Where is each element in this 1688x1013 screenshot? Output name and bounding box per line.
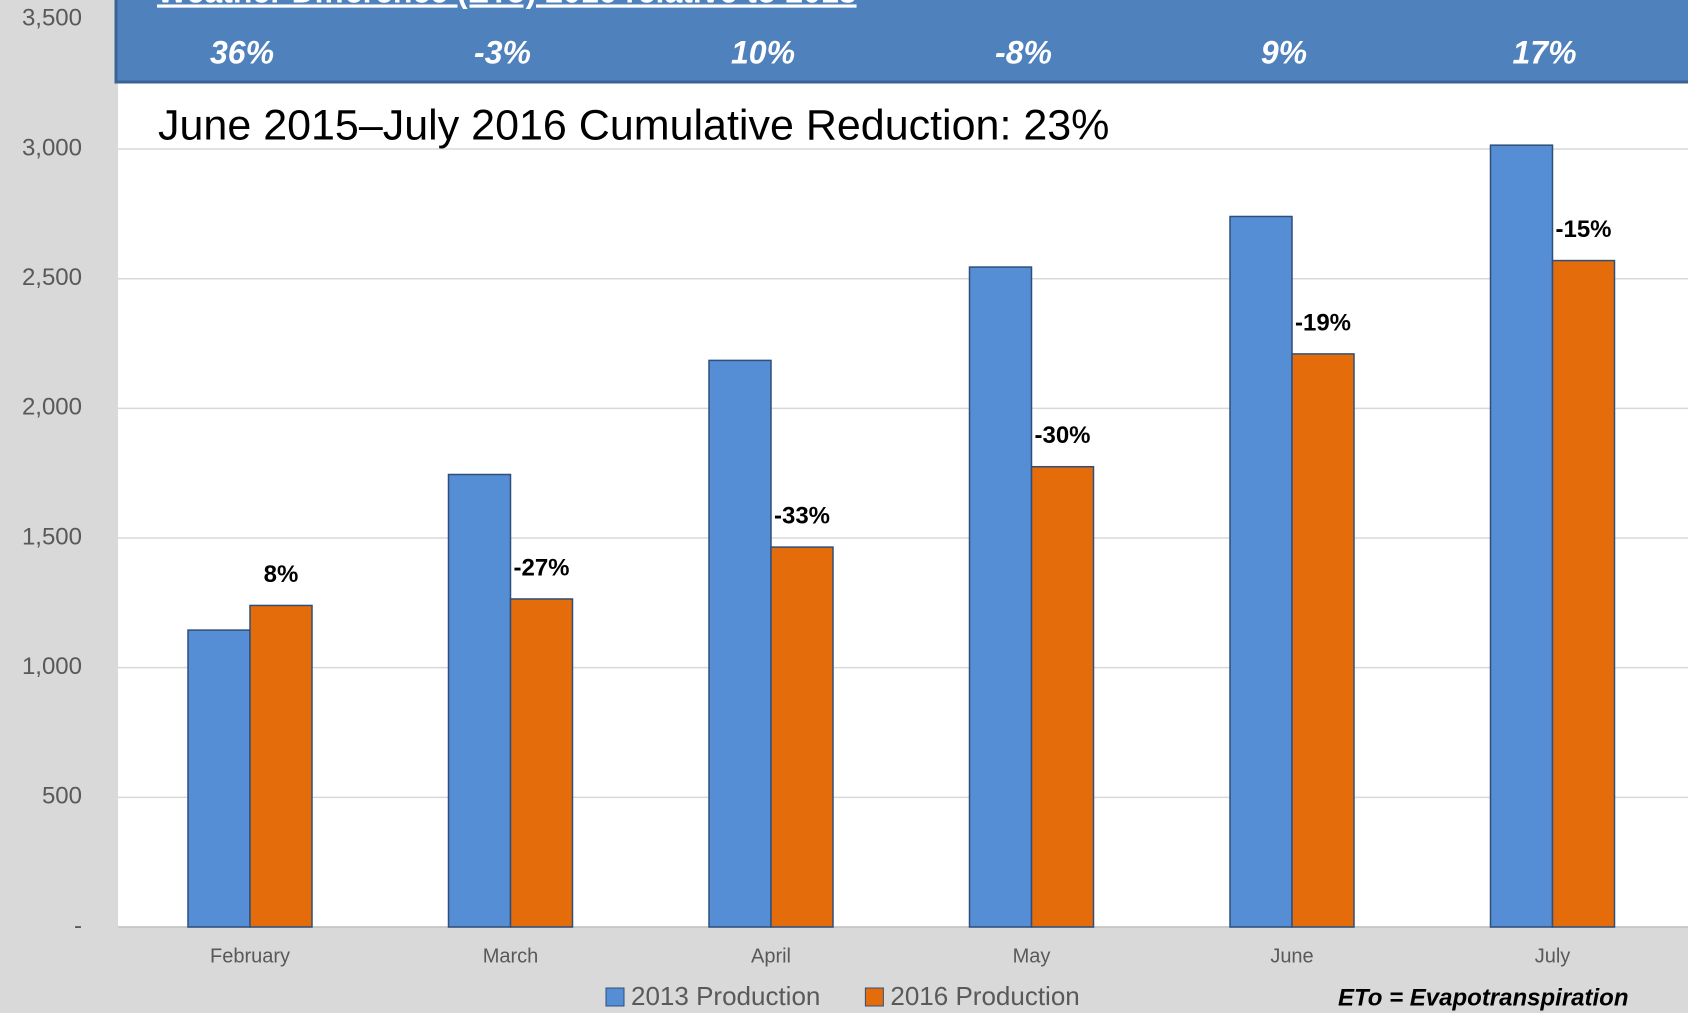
bar [968,266,1033,928]
y-tick-label: 1,000 [22,653,82,680]
bar [1030,465,1095,928]
bar [708,359,772,928]
banner-value: -3% [474,34,531,70]
bar [1291,353,1355,928]
banner-value: 9% [1261,34,1307,70]
y-tick-label: 1,500 [22,523,82,550]
x-tick-label: February [210,945,290,967]
x-tick-label: June [1270,945,1313,967]
x-tick-label: April [751,945,791,967]
bar [509,598,574,928]
bar [187,629,251,928]
footnote: ETo = Evapotranspiration [1338,984,1629,1011]
legend-swatch [864,987,884,1007]
bar-annotation: 8% [264,561,299,588]
plot-area [118,0,1688,927]
chart-title: June 2015–July 2016 Cumulative Reduction… [158,101,1109,149]
banner-title: Weather Difference (ETo) 2016 relative t… [157,0,857,9]
banner-value: 10% [731,34,795,70]
y-tick-label: 2,500 [22,264,82,291]
legend-label: 2016 Production [890,981,1079,1011]
bar-annotation: -15% [1555,216,1611,243]
bar [447,473,512,928]
bar [1229,215,1293,928]
y-tick-label: - [74,912,82,939]
bar [770,546,834,928]
x-tick-label: May [1013,945,1051,967]
banner-value: -8% [995,34,1052,70]
banner [114,0,1688,84]
bar-annotation: -33% [774,502,830,529]
legend-label: 2013 Production [631,981,820,1011]
bar-annotation: -19% [1295,309,1351,336]
banner-value: 36% [210,34,274,70]
bar-annotation: -30% [1034,422,1090,449]
x-tick-label: March [483,945,539,967]
bar [1489,144,1554,928]
legend-swatch [605,987,625,1007]
banner-value: 17% [1512,34,1576,70]
y-tick-label: 3,000 [22,134,82,161]
y-tick-label: 3,500 [22,5,82,32]
x-tick-label: July [1535,945,1571,967]
bar [1551,259,1616,928]
y-tick-label: 2,000 [22,394,82,421]
y-tick-label: 500 [42,783,82,810]
bar [249,604,313,928]
bar-annotation: -27% [513,554,569,581]
